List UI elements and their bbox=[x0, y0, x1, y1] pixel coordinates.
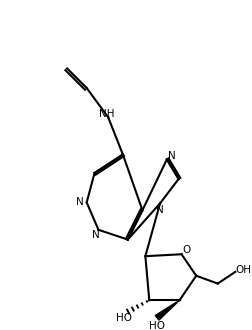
Text: N: N bbox=[92, 230, 99, 240]
Text: HO: HO bbox=[149, 321, 165, 330]
Text: N: N bbox=[76, 197, 84, 208]
Polygon shape bbox=[155, 300, 180, 320]
Text: N: N bbox=[156, 205, 164, 215]
Text: O: O bbox=[182, 245, 191, 255]
Text: HO: HO bbox=[116, 313, 132, 323]
Text: OH: OH bbox=[235, 265, 251, 275]
Text: N: N bbox=[168, 151, 176, 161]
Text: NH: NH bbox=[99, 110, 114, 119]
